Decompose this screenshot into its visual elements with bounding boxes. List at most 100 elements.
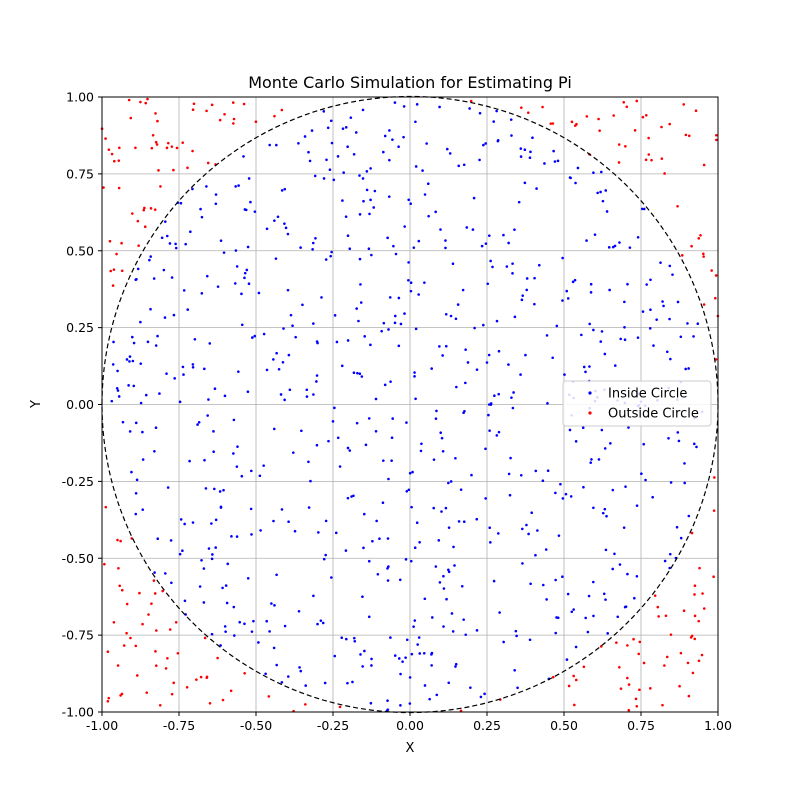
inside-point <box>404 558 408 561</box>
outside-point <box>714 274 718 277</box>
outside-point <box>641 115 645 119</box>
outside-point <box>680 254 684 257</box>
legend-marker-outside <box>588 411 592 415</box>
outside-point <box>660 125 663 129</box>
inside-point <box>427 214 430 218</box>
outside-point <box>154 650 157 653</box>
inside-point <box>543 162 546 165</box>
inside-point <box>275 663 278 667</box>
inside-point <box>361 665 364 668</box>
inside-point <box>557 534 561 537</box>
inside-point <box>352 636 356 640</box>
outside-point <box>155 629 158 632</box>
inside-point <box>391 138 394 141</box>
inside-point <box>135 277 138 281</box>
inside-point <box>687 367 690 370</box>
outside-point <box>668 122 672 126</box>
inside-point <box>399 672 402 676</box>
inside-point <box>346 145 349 149</box>
inside-point <box>464 381 467 385</box>
inside-point <box>191 365 195 369</box>
outside-point <box>229 689 233 693</box>
outside-point <box>572 674 575 678</box>
inside-point <box>613 244 617 248</box>
inside-point <box>224 584 228 587</box>
inside-point <box>572 608 575 611</box>
outside-point <box>112 620 116 624</box>
inside-point <box>173 377 176 380</box>
inside-point <box>277 367 281 371</box>
inside-point <box>214 202 218 206</box>
inside-point <box>332 178 336 182</box>
inside-point <box>110 399 114 403</box>
inside-point <box>492 579 496 583</box>
inside-point <box>409 202 412 206</box>
inside-point <box>168 242 172 245</box>
inside-point <box>417 239 421 243</box>
inside-point <box>276 215 280 219</box>
inside-point <box>390 459 393 462</box>
inside-point <box>519 473 523 477</box>
outside-point <box>617 143 621 146</box>
inside-point <box>350 495 353 498</box>
inside-point <box>351 680 354 684</box>
inside-point <box>588 322 591 326</box>
y-tick-label: -0.75 <box>62 628 94 643</box>
inside-point <box>407 278 410 282</box>
inside-point <box>521 294 525 297</box>
inside-point <box>117 395 121 398</box>
inside-point <box>584 616 587 620</box>
outside-point <box>644 113 648 117</box>
inside-point <box>160 236 164 240</box>
inside-point <box>144 393 148 397</box>
outside-point <box>644 158 648 162</box>
inside-point <box>333 406 336 410</box>
y-tick-label: 0.00 <box>66 397 94 412</box>
inside-point <box>519 147 523 150</box>
inside-point <box>405 421 408 424</box>
inside-point <box>128 355 132 358</box>
inside-point <box>479 695 483 699</box>
inside-point <box>382 150 385 154</box>
inside-point <box>184 242 187 246</box>
outside-point <box>205 676 209 680</box>
inside-point <box>407 261 410 264</box>
inside-point <box>311 247 314 251</box>
outside-point <box>715 133 718 137</box>
inside-point <box>686 322 689 325</box>
inside-point <box>437 539 441 542</box>
inside-point <box>213 387 217 391</box>
outside-point <box>158 703 162 707</box>
outside-point <box>192 102 196 106</box>
inside-point <box>668 566 671 570</box>
outside-point <box>273 114 276 118</box>
inside-points-group <box>110 101 704 712</box>
outside-point <box>232 122 235 125</box>
inside-point <box>601 199 605 203</box>
inside-point <box>370 664 373 667</box>
outside-point <box>647 153 651 156</box>
y-tick-label: 1.00 <box>66 90 94 105</box>
inside-point <box>186 308 190 311</box>
inside-point <box>428 697 431 701</box>
inside-point <box>444 239 447 242</box>
inside-point <box>164 572 167 575</box>
inside-point <box>346 496 350 500</box>
outside-point <box>191 108 195 111</box>
outside-point <box>242 102 246 106</box>
legend-label-outside: Outside Circle <box>608 407 699 422</box>
inside-point <box>513 315 517 319</box>
inside-point <box>232 452 235 455</box>
inside-point <box>386 579 390 582</box>
inside-point <box>128 360 131 363</box>
inside-point <box>640 472 643 475</box>
inside-point <box>478 111 482 115</box>
inside-point <box>514 629 518 633</box>
inside-point <box>513 228 516 231</box>
inside-point <box>181 365 185 369</box>
inside-point <box>390 436 394 439</box>
inside-point <box>683 462 686 465</box>
outside-point <box>155 143 159 146</box>
outside-point <box>216 656 219 660</box>
inside-point <box>397 145 400 148</box>
